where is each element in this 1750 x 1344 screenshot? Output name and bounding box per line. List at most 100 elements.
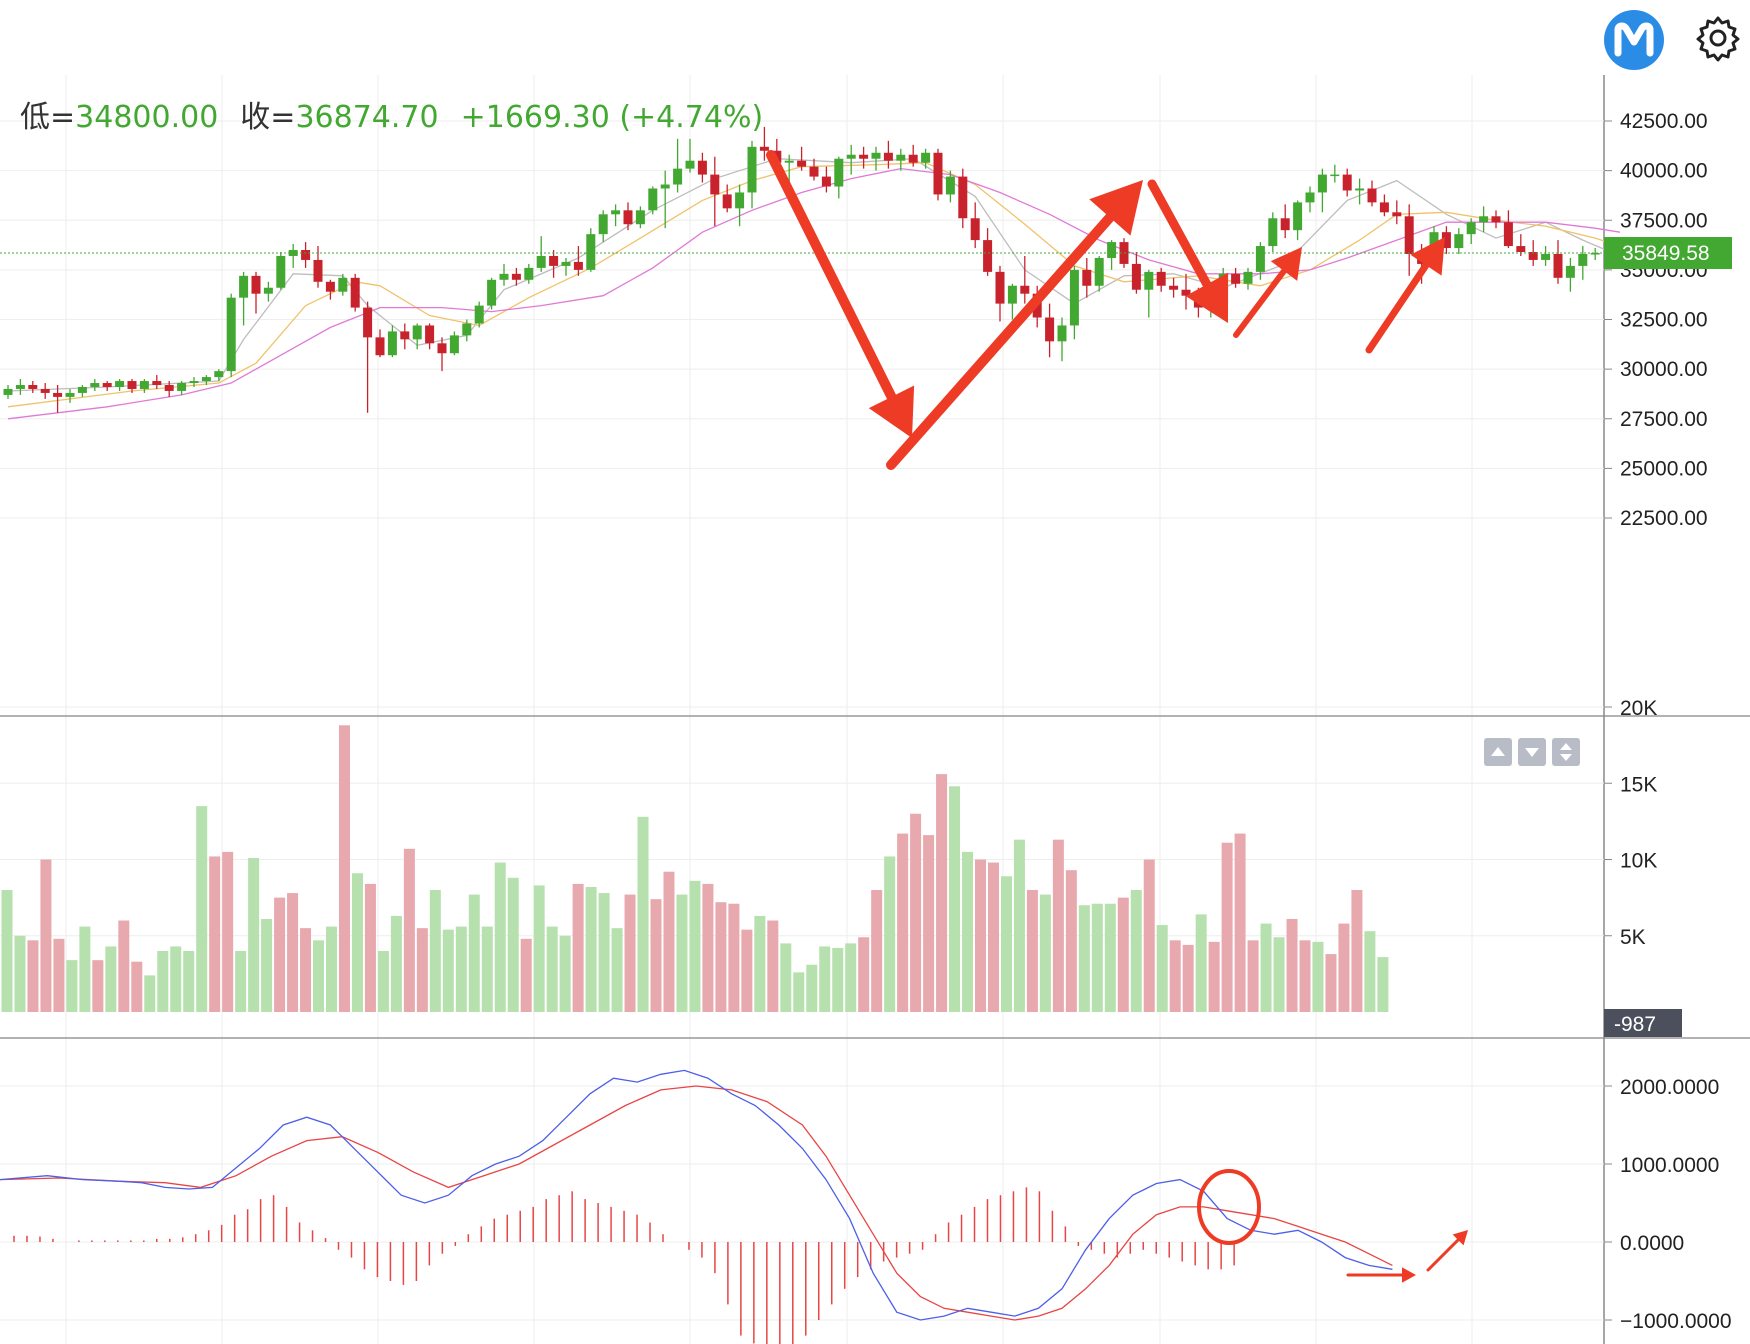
price-tick-label: 30000.00 [1620,358,1708,381]
candle-body [1131,263,1141,290]
price-tick-label: 40000.00 [1620,160,1708,183]
annotation-arrow-up-head [1410,237,1445,276]
candle-body [77,386,87,393]
candle-body [1231,273,1241,284]
volume-bar [832,947,844,1012]
candle-body [1280,218,1290,231]
volume-bar [949,786,961,1012]
candle-body [301,250,311,260]
price-tick-label: 32500.00 [1620,309,1708,332]
candle-body [846,154,856,159]
volume-bar [793,972,805,1012]
annotation-arrow-down [766,150,897,402]
volume-bar [936,774,948,1012]
volume-bar [845,943,857,1012]
volume-bar [92,960,104,1012]
candle-body [363,307,373,338]
candle-body [1491,216,1501,223]
candle-body [673,168,683,185]
volume-bar [1273,937,1285,1012]
candle-body [1094,257,1104,286]
scale-down-button[interactable] [1518,738,1546,766]
volume-bar [157,951,169,1012]
candle-body [1392,212,1402,217]
candle-body [1305,192,1315,203]
candle-body [549,255,559,266]
volume-bar [910,813,922,1012]
ma-line-3 [7,167,1621,420]
gear-icon[interactable] [1690,10,1746,66]
volume-bar [585,886,597,1012]
volume-bar [377,951,389,1012]
volume-bar [1026,890,1038,1012]
candle-body [1466,222,1476,235]
candle-body [1156,271,1166,286]
volume-bar [1013,839,1025,1012]
volume-bar [884,856,896,1012]
volume-current-label: -987 [1614,1013,1656,1036]
volume-bar [1299,940,1311,1012]
volume-bar [728,903,740,1012]
price-tick-label: 42500.00 [1620,110,1708,133]
candle-body [1479,216,1489,223]
volume-bar [572,883,584,1012]
candle-body [573,261,583,270]
candle-body [722,194,732,209]
candle-body [859,154,869,159]
volume-bar [1260,923,1272,1012]
candle-body [239,275,249,298]
annotation-arrow-up-head [1089,180,1143,236]
candle-body [263,287,273,294]
candle-body [400,331,410,340]
candle-body [350,277,360,308]
volume-bar [170,946,182,1012]
volume-bar [1338,923,1350,1012]
volume-bar [429,890,441,1012]
volume-bar [1156,925,1168,1012]
volume-bar [858,937,870,1012]
volume-bar [702,883,714,1012]
volume-bar [261,918,273,1012]
candle-body [896,154,906,161]
volume-bar [1247,940,1259,1012]
m-logo-icon[interactable] [1604,10,1664,70]
volume-bar [351,873,363,1012]
candle-body [201,377,211,382]
volume-bar [1143,859,1155,1012]
candle-body [449,335,459,354]
candle-body [1144,271,1154,290]
volume-bar [962,851,974,1012]
volume-bar [1000,876,1012,1012]
candle-body [1317,174,1327,193]
volume-bar [274,897,286,1012]
candle-body [1541,253,1551,260]
volume-bar [27,940,39,1012]
candle-body [375,337,385,356]
volume-bar [481,926,493,1012]
candle-body [90,383,100,387]
volume-bar [546,926,558,1012]
candle-body [1441,232,1451,249]
price-tick-label: 25000.00 [1620,457,1708,480]
volume-bar [897,833,909,1012]
scale-up-button[interactable] [1484,738,1512,766]
volume-bar [105,946,117,1012]
candle-body [251,275,261,294]
candle-body [40,388,50,393]
volume-bar [196,806,208,1012]
volume-bar [1065,870,1077,1012]
volume-bar [1078,905,1090,1012]
volume-bar [326,926,337,1012]
candle-body [759,146,769,151]
candle-body [784,160,794,163]
volume-bar [1169,940,1181,1012]
candle-body [1007,285,1017,304]
scale-reset-button[interactable] [1552,738,1580,766]
candle-body [214,371,224,378]
volume-bar [248,857,260,1012]
candle-body [28,385,38,389]
volume-bar [300,928,312,1012]
volume-bar [53,938,65,1012]
candle-body [958,176,968,219]
